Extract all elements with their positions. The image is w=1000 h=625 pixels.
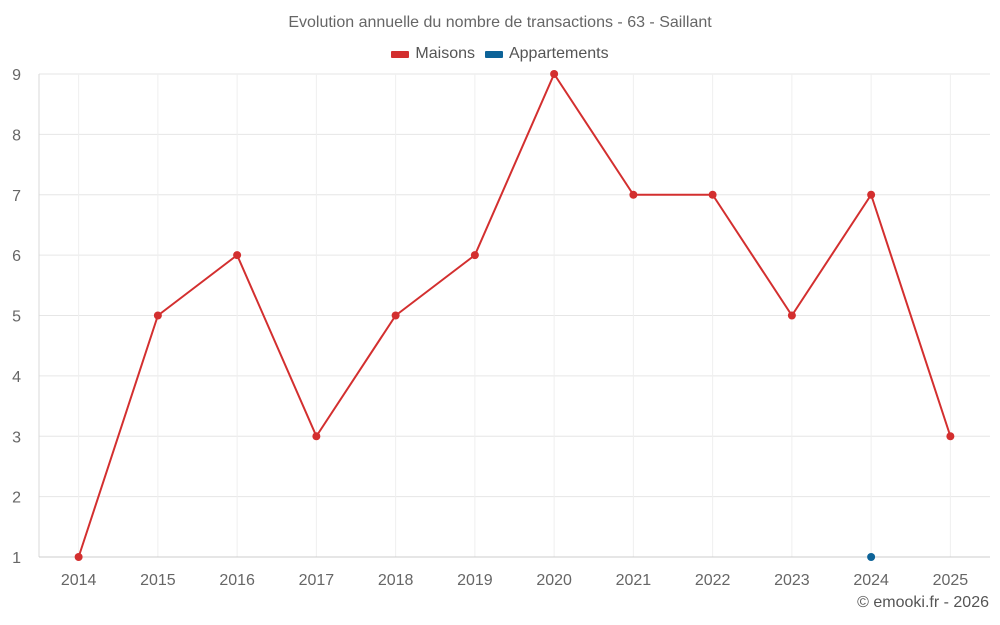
y-tick-label: 7 [12,188,21,205]
legend-swatch-appartements [484,50,503,58]
series-appartements [867,553,876,561]
legend-label-maisons: Maisons [415,45,475,62]
y-tick-label: 2 [12,490,21,507]
legend-item-maisons[interactable]: Maisons [391,45,475,63]
legend-label-appartements: Appartements [508,45,609,62]
legend-item-appartements[interactable]: Appartements [484,45,609,63]
y-tick-label: 5 [12,309,21,326]
y-tick-label: 8 [12,127,21,144]
x-tick-label: 2024 [853,572,889,589]
x-tick-label: 2019 [457,572,493,589]
x-tick-label: 2021 [616,572,652,589]
data-point-maisons[interactable] [550,70,559,78]
chart-legend: Maisons Appartements [0,45,1000,63]
data-point-maisons[interactable] [391,311,400,320]
x-tick-label: 2022 [695,572,731,589]
series-layer [74,70,955,561]
chart-title: Evolution annuelle du nombre de transact… [288,14,712,31]
series-line-maisons [77,73,952,558]
credit-text[interactable]: © emooki.fr - 2026 [857,594,989,611]
data-point-maisons[interactable] [787,311,796,320]
x-tick-label: 2017 [299,572,335,589]
x-tick-label: 2020 [536,572,572,589]
y-tick-label: 3 [12,429,21,446]
y-tick-label: 1 [12,550,21,567]
data-point-maisons[interactable] [708,190,717,199]
x-tick-label: 2015 [140,572,176,589]
x-tick-label: 2023 [774,572,810,589]
grid-lines [39,73,990,557]
data-point-maisons[interactable] [312,432,321,441]
y-tick-label: 9 [12,67,21,84]
y-tick-label: 4 [12,369,21,386]
data-point-maisons[interactable] [153,311,162,320]
x-tick-label: 2014 [61,572,97,589]
x-tick-label: 2018 [378,572,414,589]
x-tick-label: 2025 [933,572,969,589]
data-point-maisons[interactable] [470,251,479,260]
data-point-maisons[interactable] [629,190,638,199]
series-maisons [74,70,955,561]
data-point-appartements[interactable] [867,553,876,561]
y-tick-label: 6 [12,248,21,265]
data-point-maisons[interactable] [74,553,83,561]
data-point-maisons[interactable] [946,432,955,441]
data-point-maisons[interactable] [233,251,242,260]
legend-swatch-maisons [391,50,410,58]
data-point-maisons[interactable] [867,190,876,199]
x-tick-label: 2016 [219,572,255,589]
axes: 1 2 3 4 5 6 7 8 9 2014 2015 2016 2017 2018 2019 2020 202… [12,67,990,589]
